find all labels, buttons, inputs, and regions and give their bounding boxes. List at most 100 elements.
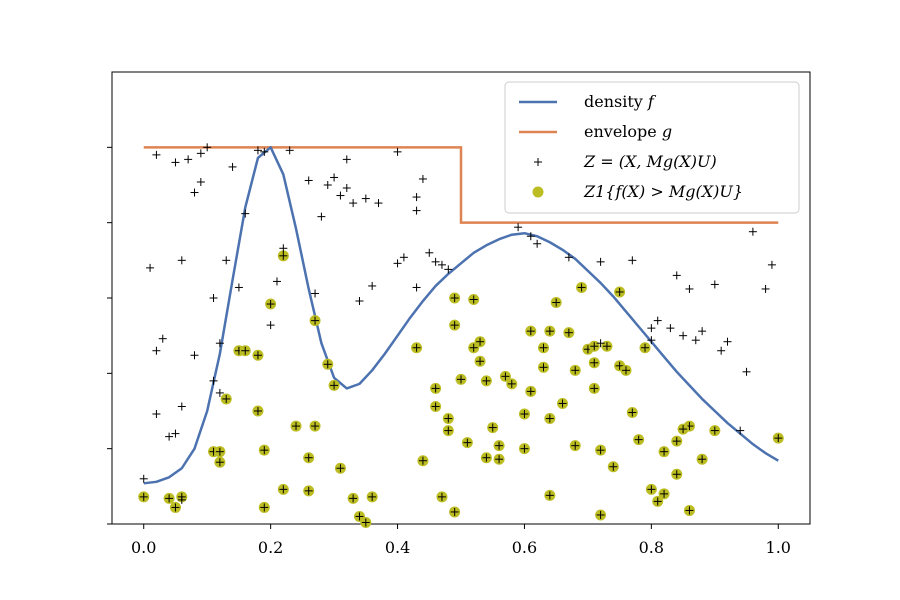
sample-point [323,181,332,189]
accepted-point-plus [520,444,529,453]
accepted-point-plus [501,372,510,381]
accepted-point-plus [660,489,669,498]
sample-point [685,284,694,293]
accepted-point-plus [469,295,478,304]
accepted-point-plus [171,503,180,512]
accepted-point-plus [431,402,440,411]
accepted-point-plus [672,437,681,446]
accepted-point-plus [222,394,231,403]
sample-point [628,256,637,265]
sample-point [425,248,434,257]
sample-point [272,277,281,286]
accepted-point-plus [647,485,656,494]
accepted-point-plus [450,321,459,330]
sample-point [374,199,383,208]
legend-item: envelope g [519,122,672,141]
accepted-point-plus [279,485,288,494]
x-tick-label: 0.4 [385,538,410,557]
accepted-point-plus [710,426,719,435]
sample-point [412,283,421,292]
accepted-point-plus [596,510,605,519]
accepted-point-plus [311,316,320,325]
accepted-point-plus [437,492,446,501]
accepted-point-plus [469,343,478,352]
sample-point [710,280,719,289]
sample-point [253,146,262,155]
accepted-point-plus [596,446,605,455]
accepted-point-plus [260,446,269,455]
accepted-point-plus [577,283,586,292]
accepted-point-plus [330,381,339,390]
accepted-point-plus [304,453,313,462]
accepted-point-plus [253,407,262,415]
accepted-point-plus [292,422,301,431]
accepted-point-plus [679,425,688,434]
accepted-point-plus [526,387,535,396]
accepted-point-plus [615,361,624,370]
sample-point [533,239,542,248]
accepted-point-plus [450,507,459,516]
sample-point [691,336,700,345]
accepted-point-plus [450,294,459,302]
accepted-point-plus [507,379,516,388]
sample-point [653,316,662,325]
accepted-point-plus [602,342,611,351]
sample-point [647,324,656,333]
x-tick-label: 1.0 [766,538,791,557]
sample-point [209,376,218,385]
accepted-point-plus [304,486,313,495]
sample-point [203,143,212,152]
sample-point [596,257,605,266]
sample-point [209,294,218,302]
sample-point [279,244,288,253]
sample-point [647,336,656,345]
accepted-point-plus [253,351,262,360]
accepted-point-plus [241,346,250,355]
sample-point [260,147,269,156]
accepted-point-plus [323,360,332,369]
accepted-point-plus [476,337,485,346]
sample-point [412,193,421,202]
accepted-point-plus [476,357,485,366]
accepted-point-plus [488,423,497,432]
sample-point [736,426,745,435]
legend-label: envelope g [584,122,672,141]
y-axis [107,146,112,525]
legend-label: Z1{f(X) > Mg(X)U} [583,182,743,201]
x-tick-label: 0.2 [258,538,283,557]
sample-point [177,256,186,265]
accepted-point-plus [539,363,548,372]
sample-point [748,227,757,236]
accepted-point-plus [495,441,504,450]
accepted-point-plus [355,512,364,521]
accepted-point-plus [571,366,580,375]
sample-point [152,150,161,159]
accepted-point-plus [444,414,453,423]
sample-point [139,474,148,483]
sample-point [158,334,167,343]
accepted-point-plus [412,343,421,352]
accepted-point-plus [545,414,554,423]
legend-item: density f [519,92,657,111]
sample-point [349,199,358,208]
accepted-point-plus [609,462,618,471]
legend-box [504,81,800,214]
accepted-point-plus [336,464,345,473]
sample-point [368,281,377,290]
accepted-point-plus [139,492,148,501]
series-layer [138,143,784,528]
sample-point [196,149,205,158]
sample-point [723,337,732,346]
accepted-point-plus [266,300,275,309]
accepted-point-plus [558,399,567,408]
accepted-point-plus [260,503,269,512]
sample-point [444,265,453,274]
accepted-point-plus [774,434,783,443]
sample-point [330,173,339,182]
accepted-point-plus [431,384,440,393]
accepted-point-plus [520,410,529,419]
accepted-point-plus [564,328,573,337]
sample-point [355,297,364,306]
accepted-point-plus [539,343,548,352]
